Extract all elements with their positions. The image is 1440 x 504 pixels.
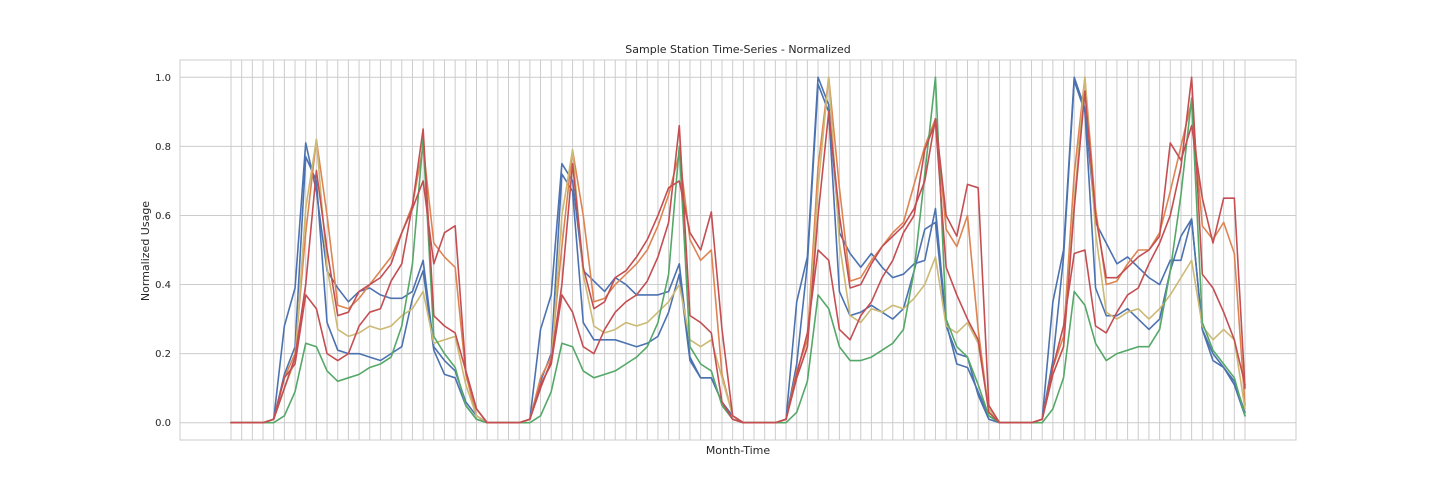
y-tick-label: 1.0 xyxy=(155,73,171,84)
chart-title: Sample Station Time-Series - Normalized xyxy=(625,43,850,56)
y-tick-label: 0.0 xyxy=(155,418,171,429)
y-tick-labels: 0.0 0.2 0.4 0.6 0.8 1.0 xyxy=(155,73,171,429)
series-line-7 xyxy=(230,90,1246,424)
series-layer xyxy=(230,76,1246,424)
plot-frame xyxy=(179,59,1297,441)
y-gridlines xyxy=(180,76,1296,424)
y-tick-label: 0.8 xyxy=(155,142,171,153)
series-line-2 xyxy=(230,79,1246,424)
y-tick-label: 0.2 xyxy=(155,349,171,360)
series-line-6 xyxy=(230,76,1246,424)
y-tick-label: 0.6 xyxy=(155,211,171,222)
y-tick-label: 0.4 xyxy=(155,280,171,291)
y-axis-label: Normalized Usage xyxy=(139,201,152,301)
x-axis-label: Month-Time xyxy=(706,444,771,457)
